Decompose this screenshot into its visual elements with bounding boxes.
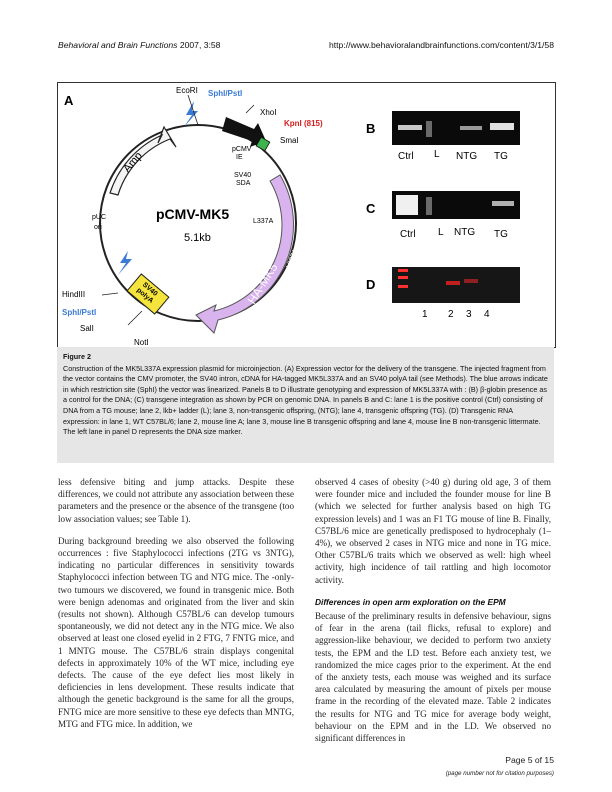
journal-name: Behavioral and Brain Functions: [58, 40, 178, 50]
plasmid-name-subscript: L337A: [253, 218, 274, 225]
site-ecori: EcoRI: [176, 86, 198, 95]
gel-d-marker-2: [398, 276, 408, 279]
sda-label: SDA: [236, 180, 251, 187]
gel-c-lane-4: TG: [494, 229, 508, 240]
gel-b-lane-4: TG: [494, 151, 508, 162]
gel-b-lane-3: NTG: [456, 151, 477, 162]
gel-c-lane-3: NTG: [454, 227, 475, 238]
body-column-left: less defensive biting and jump attacks. …: [58, 476, 294, 740]
gel-d-band-4: [464, 279, 478, 283]
ie-label: IE: [236, 154, 243, 161]
figure-2-graphic: A Amp HA-MK5 L337A SV40 polyA EcoRI SphI…: [62, 86, 520, 347]
gel-b-band-1: [398, 125, 422, 130]
running-header-url[interactable]: http://www.behavioralandbrainfunctions.c…: [328, 40, 554, 50]
sali-leader-line: [127, 310, 143, 326]
right-paragraph-1: observed 4 cases of obesity (>40 g) duri…: [315, 477, 551, 585]
ecori-leader-line: [187, 94, 199, 126]
gel-b-ladder: [426, 121, 432, 137]
gel-c-lane-1: Ctrl: [400, 229, 416, 240]
page-number: Page 5 of 15: [505, 755, 554, 765]
gel-d-lane-2: 2: [448, 309, 454, 320]
pcmv-label: pCMV: [232, 146, 252, 153]
gel-b-lane-1: Ctrl: [398, 151, 414, 162]
panel-b-label: B: [366, 121, 375, 136]
plasmid-size: 5.1kb: [184, 232, 211, 244]
panel-d-label: D: [366, 277, 375, 292]
sv40-sda-box: [255, 136, 271, 152]
site-sphi-pst-bottom: SphI/PstI: [62, 308, 96, 317]
body-column-right: observed 4 cases of obesity (>40 g) duri…: [315, 476, 551, 754]
gel-b-band-4: [490, 123, 514, 130]
panel-c-label: C: [366, 201, 376, 216]
journal-citation: 2007, 3:58: [177, 40, 221, 50]
site-kpni: KpnI (815): [284, 119, 323, 128]
site-xhoi: XhoI: [260, 108, 276, 117]
pcmv-promoter-arrow: [222, 117, 266, 147]
ori-label: ori: [94, 224, 102, 231]
xhoi-leader-line: [245, 104, 255, 114]
site-smai: SmaI: [280, 136, 299, 145]
gel-b-lane-2: L: [434, 149, 440, 160]
site-noti: NotI: [134, 338, 149, 347]
ha-mk5-gene-arc: [195, 174, 294, 334]
figure-caption-box: Figure 2 Construction of the MK5L337A ex…: [57, 347, 554, 463]
gel-d-lane-3: 3: [466, 309, 472, 320]
puc-label: pUC: [92, 214, 106, 221]
left-paragraph-2: During background breeding we also obser…: [58, 535, 294, 729]
sv40-polya-box: [126, 273, 170, 315]
figure-2-panel: A Amp HA-MK5 L337A SV40 polyA EcoRI SphI…: [57, 82, 556, 348]
blue-arrow-bottom-icon: [118, 251, 132, 275]
site-hindiii: HindIII: [62, 290, 85, 299]
amp-gene-arrow: [109, 125, 177, 196]
section-heading: Differences in open arm exploration on t…: [315, 596, 506, 607]
sv40-sda-label: SV40: [234, 172, 251, 179]
figure-caption-text: Construction of the MK5L337A expression …: [63, 363, 548, 437]
panel-a-label: A: [64, 93, 74, 108]
gel-c-ladder: [426, 197, 432, 215]
site-sali: SalI: [80, 324, 94, 333]
blue-arrow-top-icon: [184, 101, 198, 127]
gel-d-marker-1: [398, 269, 408, 272]
gel-c-lane-2: L: [438, 227, 444, 238]
gel-d-lane-1: 1: [422, 309, 428, 320]
figure-label: Figure 2: [63, 352, 91, 361]
gel-c-band-1: [396, 195, 418, 215]
gel-b-band-3: [460, 126, 482, 130]
figure-caption: Figure 2 Construction of the MK5L337A ex…: [63, 352, 551, 438]
gel-d-lane-4: 4: [484, 309, 490, 320]
gel-d-band-3: [446, 281, 460, 285]
hindiii-leader-line: [101, 292, 119, 296]
plasmid-name: pCMV-MK5: [156, 206, 229, 222]
running-header-journal: Behavioral and Brain Functions 2007, 3:5…: [58, 40, 220, 50]
page-number-note: (page number not for citation purposes): [445, 770, 554, 777]
gel-c-band-4: [492, 201, 514, 206]
left-paragraph-1: less defensive biting and jump attacks. …: [58, 477, 294, 524]
gel-d-marker-3: [398, 285, 408, 288]
right-paragraph-2: Because of the preliminary results in de…: [315, 611, 551, 744]
site-sphi-pst-top: SphI/PstI: [208, 89, 242, 98]
